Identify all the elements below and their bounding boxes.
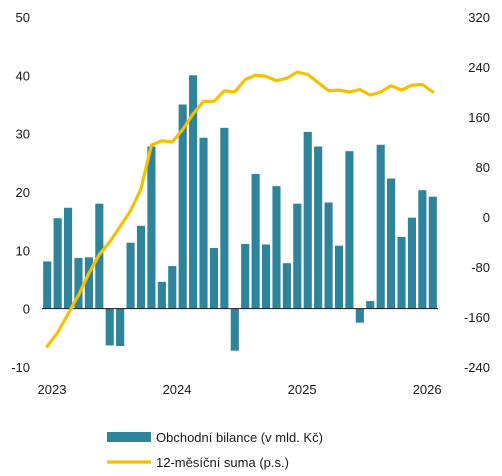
legend-line-label: 12-měsíční suma (p.s.): [156, 455, 289, 470]
bar-2024-01: [168, 266, 177, 309]
bar-2023-07: [105, 308, 114, 346]
ticks-layer: -10 0 10 20 30 40 50 -240 -160 -80 0 80 160 240 320 202…: [11, 10, 490, 397]
y-left-tick: 0: [23, 302, 30, 317]
bar-2023-08: [116, 308, 125, 346]
bar-2025-12: [407, 217, 417, 309]
bar-2026-02: [428, 196, 437, 309]
legend-bar-swatch: [107, 432, 151, 442]
bar-2025-01: [293, 203, 302, 309]
y-left-tick: -10: [11, 360, 30, 375]
bar-2024-06: [220, 127, 229, 309]
y-right-tick: 320: [468, 10, 490, 25]
bar-2023-11: [147, 146, 156, 309]
line-layer: [45, 70, 435, 348]
y-right-tick: 0: [483, 210, 490, 225]
bar-2023-02: [53, 218, 62, 309]
y-right-tick: 240: [468, 60, 490, 75]
bar-2024-07: [230, 308, 239, 351]
bar-2023-10: [136, 225, 146, 309]
bar-2025-11: [397, 236, 406, 309]
bar-2025-03: [314, 146, 323, 309]
y-right-tick: 160: [468, 110, 490, 125]
bar-2025-10: [387, 178, 396, 309]
bar-2023-01: [43, 261, 52, 309]
bar-2024-10: [261, 244, 271, 309]
y-right-tick: 80: [476, 160, 490, 175]
x-tick: 2023: [38, 382, 67, 397]
bar-2025-04: [324, 202, 333, 309]
bar-2024-02: [178, 104, 187, 309]
legend: Obchodní bilance (v mld. Kč) 12-měsíční …: [107, 430, 323, 470]
bar-2025-08: [366, 301, 375, 309]
bar-2023-09: [126, 242, 135, 309]
bars-layer: [43, 75, 437, 351]
x-tick: 2026: [413, 382, 442, 397]
bar-2024-04: [199, 137, 208, 309]
bar-2024-09: [251, 173, 260, 309]
bar-2024-05: [209, 248, 219, 309]
legend-bar-label: Obchodní bilance (v mld. Kč): [156, 430, 323, 445]
y-right-tick: -160: [464, 310, 490, 325]
bar-2023-03: [63, 207, 73, 309]
bar-2024-12: [282, 263, 291, 309]
bar-2024-08: [241, 243, 250, 309]
bar-2024-11: [272, 186, 281, 309]
bar-2023-04: [74, 257, 83, 309]
bar-2025-06: [345, 151, 354, 309]
bar-2026-01: [418, 190, 427, 309]
bar-2025-09: [376, 144, 385, 309]
bar-2023-12: [157, 281, 166, 309]
y-left-tick: 20: [16, 185, 30, 200]
x-tick: 2025: [288, 382, 317, 397]
bar-2025-05: [334, 245, 344, 309]
y-left-tick: 30: [16, 127, 30, 142]
sum-line: [45, 70, 435, 348]
bar-2024-03: [189, 75, 198, 309]
y-right-tick: -240: [464, 360, 490, 375]
y-left-tick: 10: [16, 243, 30, 258]
x-tick: 2024: [163, 382, 192, 397]
y-left-tick: 40: [16, 68, 30, 83]
y-left-tick: 50: [16, 10, 30, 25]
y-right-tick: -80: [471, 260, 490, 275]
bar-2023-05: [84, 257, 93, 309]
bar-2025-07: [355, 308, 364, 323]
bar-2025-02: [303, 131, 312, 309]
